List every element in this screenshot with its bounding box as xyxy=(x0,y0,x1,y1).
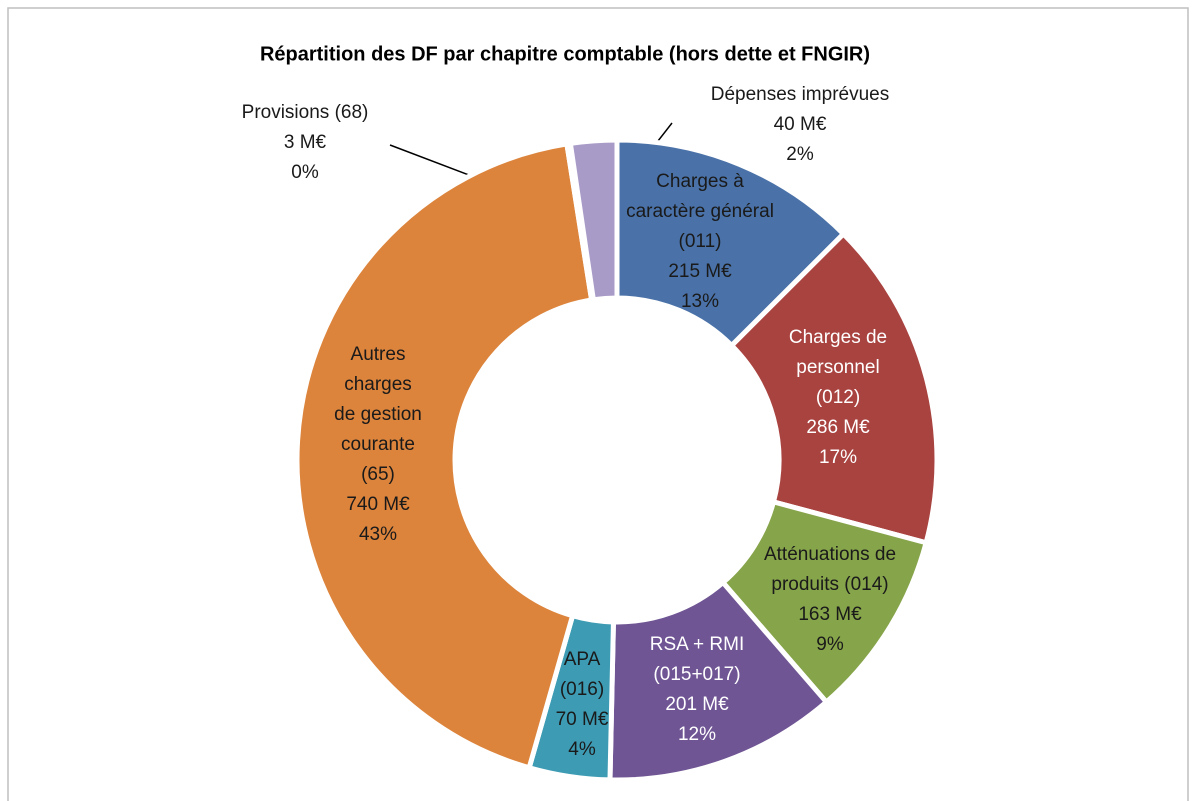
donut-segment xyxy=(728,230,940,546)
value-label: 3 M€ xyxy=(284,132,327,153)
value-label: 163 M€ xyxy=(798,604,862,625)
category-label: personnel xyxy=(796,357,879,378)
data-label: Atténuations de produits (014) 163 M€ 9% xyxy=(764,544,896,655)
percent-label: 43% xyxy=(359,524,397,545)
percent-label: 2% xyxy=(786,144,814,165)
percent-label: 0% xyxy=(291,162,319,183)
value-label: 286 M€ xyxy=(806,417,870,438)
data-label: Autres charges de gestion courante (65) 740 M… xyxy=(334,344,422,545)
donut-segment xyxy=(294,141,595,771)
percent-label: 9% xyxy=(816,634,844,655)
value-label: 201 M€ xyxy=(665,694,729,715)
category-label: Charges à xyxy=(656,171,744,192)
percent-label: 17% xyxy=(819,447,857,468)
category-label: (016) xyxy=(560,679,604,700)
category-label: caractère général xyxy=(626,201,774,222)
chart-title: Répartition des DF par chapitre comptabl… xyxy=(260,43,870,65)
value-label: 40 M€ xyxy=(774,114,827,135)
category-label: Atténuations de xyxy=(764,544,896,565)
category-label: Charges de xyxy=(789,327,887,348)
percent-label: 4% xyxy=(568,739,596,760)
value-label: 70 M€ xyxy=(556,709,609,730)
category-label: Dépenses imprévues xyxy=(711,84,889,105)
category-label: APA xyxy=(564,649,601,670)
data-label: RSA + RMI (015+017) 201 M€ 12% xyxy=(650,634,745,745)
category-label: de gestion xyxy=(334,404,422,425)
value-label: 740 M€ xyxy=(346,494,410,515)
category-label: courante xyxy=(341,434,415,455)
value-label: 215 M€ xyxy=(668,261,732,282)
category-label: (012) xyxy=(816,387,860,408)
data-label: APA (016) 70 M€ 4% xyxy=(556,649,609,760)
data-label: Charges à caractère général (011) 215 M€ 13% xyxy=(626,171,774,312)
category-label: (65) xyxy=(361,464,395,485)
category-label: produits (014) xyxy=(771,574,888,595)
percent-label: 13% xyxy=(681,291,719,312)
donut-segment xyxy=(567,137,620,303)
category-label: (015+017) xyxy=(653,664,740,685)
category-label: Autres xyxy=(351,344,406,365)
category-label: charges xyxy=(344,374,412,395)
data-label: Provisions (68) 3 M€ 0% xyxy=(242,102,369,183)
data-label: Dépenses imprévues 40 M€ 2% xyxy=(711,84,889,165)
category-label: (011) xyxy=(679,231,722,252)
category-label: RSA + RMI xyxy=(650,634,745,655)
data-label: Charges de personnel (012) 286 M€ 17% xyxy=(789,327,887,468)
percent-label: 12% xyxy=(678,724,716,745)
category-label: Provisions (68) xyxy=(242,102,369,123)
